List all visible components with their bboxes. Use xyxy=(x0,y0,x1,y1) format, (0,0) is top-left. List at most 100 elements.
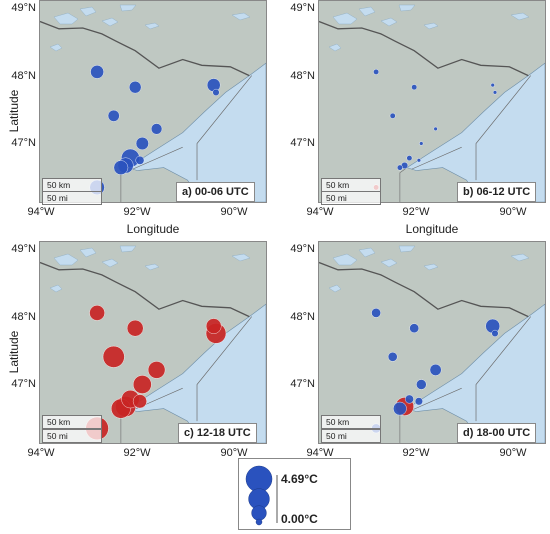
panel-title: d) 18-00 UTC xyxy=(457,423,537,443)
small-lake xyxy=(101,17,119,27)
map-area[interactable] xyxy=(39,0,267,203)
station-marker xyxy=(411,84,418,91)
lat-tick-49: 49°N xyxy=(11,2,36,14)
station-marker xyxy=(492,90,498,95)
station-marker xyxy=(205,318,222,334)
map-area[interactable] xyxy=(39,241,267,444)
legend-circle xyxy=(245,465,273,493)
x-axis-label: Longitude xyxy=(405,222,459,236)
small-lake xyxy=(119,4,137,12)
state-boundary-water xyxy=(475,316,531,422)
lon-tick-92: 92°W xyxy=(123,447,151,459)
lat-tick-49: 49°N xyxy=(290,243,315,255)
station-marker xyxy=(212,88,220,96)
scale-bar-km: 50 km xyxy=(321,415,381,429)
lake-superior xyxy=(127,62,266,202)
station-marker xyxy=(393,401,407,416)
station-marker xyxy=(397,164,403,171)
small-lake xyxy=(332,253,358,266)
legend-min-label: 0.00°C xyxy=(281,512,318,526)
lon-tick-94: 94°W xyxy=(27,206,55,218)
station-marker xyxy=(409,323,419,333)
station-marker xyxy=(414,397,423,406)
station-marker xyxy=(102,345,125,368)
lat-tick-47: 47°N xyxy=(290,378,315,390)
lake-superior xyxy=(406,62,545,202)
scale-bar-mi: 50 mi xyxy=(42,191,102,205)
lake-superior xyxy=(406,303,545,443)
international-border xyxy=(319,20,529,77)
station-marker xyxy=(126,319,144,337)
size-legend: 4.69°C 0.00°C xyxy=(238,458,351,530)
lon-tick-94: 94°W xyxy=(306,206,334,218)
small-lake xyxy=(49,43,63,52)
y-axis-label: Latitude xyxy=(7,89,21,133)
scale-bar-km: 50 km xyxy=(321,178,381,192)
lat-tick-47: 47°N xyxy=(11,137,36,149)
panel-title: a) 00-06 UTC xyxy=(176,182,255,202)
panel-title: b) 06-12 UTC xyxy=(457,182,537,202)
small-lake xyxy=(144,22,160,30)
station-marker xyxy=(132,394,147,409)
state-boundary-water xyxy=(196,75,252,181)
small-lake xyxy=(398,4,416,12)
lat-tick-48: 48°N xyxy=(11,311,36,323)
small-lake xyxy=(49,284,63,293)
station-marker xyxy=(89,305,105,321)
y-axis-label: Latitude xyxy=(7,330,21,374)
lon-tick-90: 90°W xyxy=(220,447,248,459)
station-marker xyxy=(133,375,152,394)
map-area[interactable] xyxy=(318,241,546,444)
lon-tick-92: 92°W xyxy=(402,447,430,459)
state-boundary xyxy=(399,167,408,202)
lon-tick-92: 92°W xyxy=(402,206,430,218)
scale-bar-mi: 50 mi xyxy=(321,429,381,443)
station-marker xyxy=(128,80,142,94)
small-lake xyxy=(328,284,342,293)
small-lake xyxy=(423,22,439,30)
lat-tick-49: 49°N xyxy=(11,243,36,255)
small-lake xyxy=(510,12,530,21)
small-lake xyxy=(328,43,342,52)
international-border xyxy=(319,261,529,318)
map-area[interactable] xyxy=(318,0,546,203)
lon-tick-94: 94°W xyxy=(306,447,334,459)
small-lake xyxy=(101,258,119,268)
small-lake xyxy=(510,253,530,262)
station-marker xyxy=(206,78,221,92)
scale-bar-km: 50 km xyxy=(42,415,102,429)
state-boundary-water xyxy=(196,316,252,422)
legend-circle xyxy=(251,505,267,521)
small-lake xyxy=(398,245,416,253)
station-marker xyxy=(387,352,398,362)
station-marker xyxy=(135,136,149,150)
station-marker xyxy=(490,82,495,88)
lake-superior xyxy=(127,303,266,443)
lon-tick-90: 90°W xyxy=(499,206,527,218)
station-marker xyxy=(147,361,166,379)
state-boundary-line xyxy=(132,146,183,170)
small-lake xyxy=(380,258,398,268)
lat-tick-49: 49°N xyxy=(290,2,315,14)
legend-symbols xyxy=(245,465,278,526)
small-lake xyxy=(79,6,97,17)
state-boundary-line xyxy=(411,387,462,411)
legend-max-label: 4.69°C xyxy=(281,472,318,486)
x-axis-label: Longitude xyxy=(126,222,180,236)
station-marker xyxy=(113,160,129,175)
lon-tick-90: 90°W xyxy=(499,447,527,459)
lat-tick-48: 48°N xyxy=(290,70,315,82)
small-lake xyxy=(53,12,79,25)
small-lake xyxy=(423,263,439,271)
lon-tick-90: 90°W xyxy=(220,206,248,218)
station-marker xyxy=(406,155,413,162)
small-lake xyxy=(79,247,97,258)
scale-bar-mi: 50 mi xyxy=(42,429,102,443)
lon-tick-94: 94°W xyxy=(27,447,55,459)
international-border xyxy=(40,20,250,77)
station-marker xyxy=(90,65,104,79)
panel-title: c) 12-18 UTC xyxy=(178,423,257,443)
scale-bar-km: 50 km xyxy=(42,178,102,192)
station-marker xyxy=(416,379,427,390)
small-lake xyxy=(332,12,358,25)
